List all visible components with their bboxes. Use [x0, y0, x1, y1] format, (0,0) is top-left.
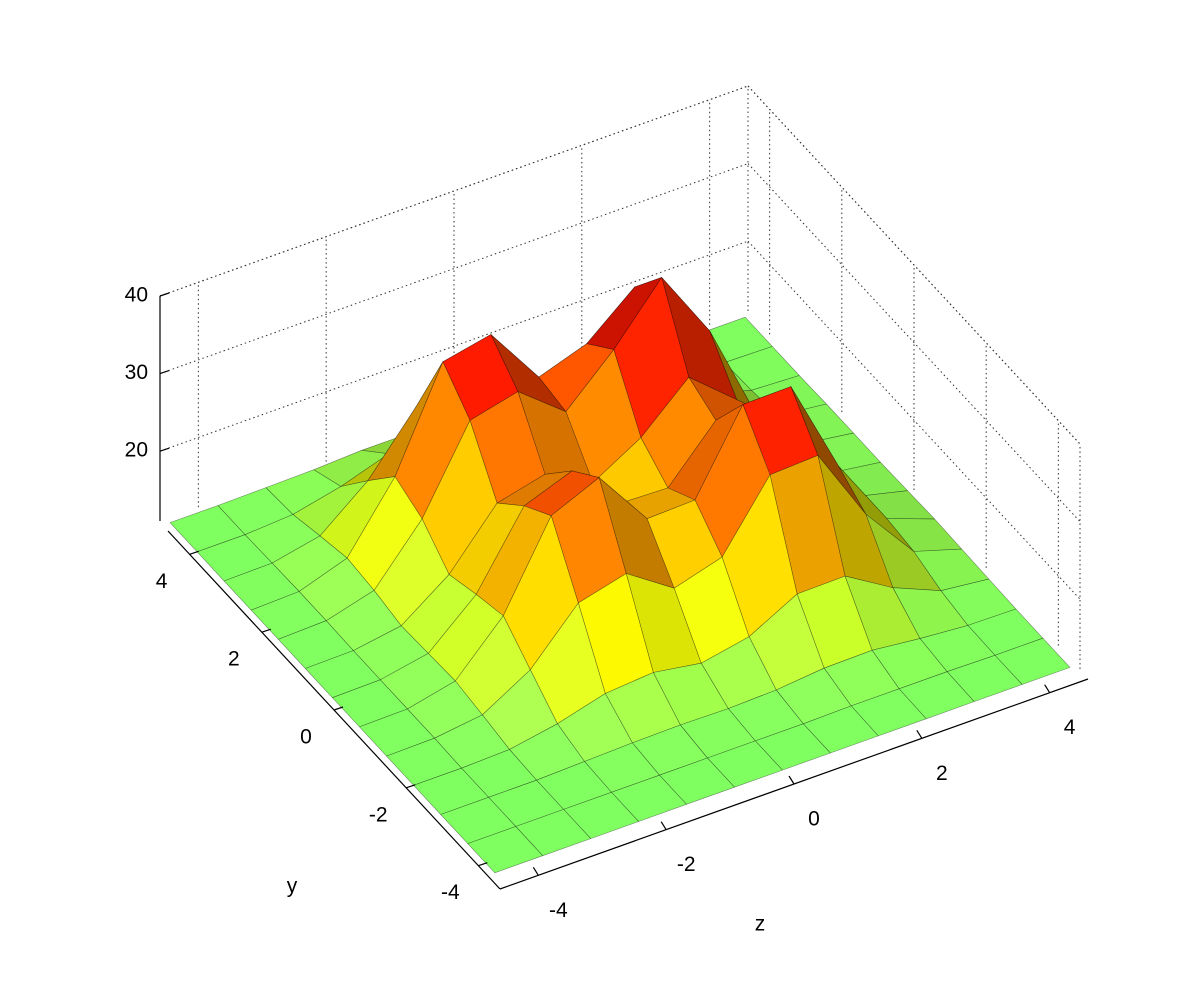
- surface-patch: [523, 470, 600, 517]
- box-edge: [747, 85, 1081, 445]
- surface-patch: [346, 476, 423, 591]
- x-tick: [788, 775, 795, 785]
- surface-patch: [467, 826, 544, 874]
- y-tick-label: 2: [228, 648, 240, 671]
- box-edge: [159, 85, 749, 297]
- surface-patch: [367, 361, 444, 482]
- z-tick: [159, 292, 170, 297]
- surface-patch: [475, 505, 552, 617]
- surface-patch: [304, 650, 381, 699]
- surface-patch: [661, 277, 738, 400]
- x-tick: [916, 730, 923, 739]
- y-tick-label: -4: [441, 881, 460, 904]
- y-tick: [261, 628, 272, 633]
- grid-line: [159, 85, 749, 297]
- x-axis-label: z: [755, 913, 766, 936]
- surface-patch: [413, 767, 489, 815]
- x-tick-label: 2: [936, 762, 948, 785]
- y-tick: [405, 784, 416, 789]
- x-tick-label: 0: [808, 808, 820, 831]
- grid-line: [747, 163, 1081, 522]
- grid-line: [159, 240, 749, 452]
- surface-patch: [550, 477, 627, 604]
- z-tick: [159, 447, 170, 452]
- z-tick-label: 40: [125, 284, 148, 307]
- z-tick: [159, 370, 170, 375]
- y-axis-label: y: [287, 875, 298, 898]
- grid-line: [747, 240, 1081, 600]
- y-tick-label: -2: [369, 803, 388, 826]
- surface-patch: [217, 487, 294, 536]
- grid-line: [159, 163, 749, 375]
- y-tick: [189, 550, 199, 555]
- y-tick-label: 4: [156, 570, 168, 593]
- x-tick: [660, 821, 667, 830]
- surface-patch: [454, 615, 531, 716]
- x-tick: [532, 866, 539, 876]
- x-tick-label: 4: [1064, 716, 1076, 739]
- surface-patch: [319, 476, 396, 559]
- surface-patch: [223, 562, 300, 611]
- y-tick: [478, 862, 488, 867]
- y-tick-label: 0: [300, 726, 312, 749]
- y-tick: [333, 706, 344, 711]
- x-tick-label: -4: [549, 899, 568, 922]
- surface-patch: [496, 470, 573, 507]
- z-tick-label: 30: [125, 361, 148, 384]
- x-tick-label: -2: [677, 853, 696, 876]
- x-tick: [1044, 684, 1051, 694]
- z-tick-label: 20: [125, 439, 148, 462]
